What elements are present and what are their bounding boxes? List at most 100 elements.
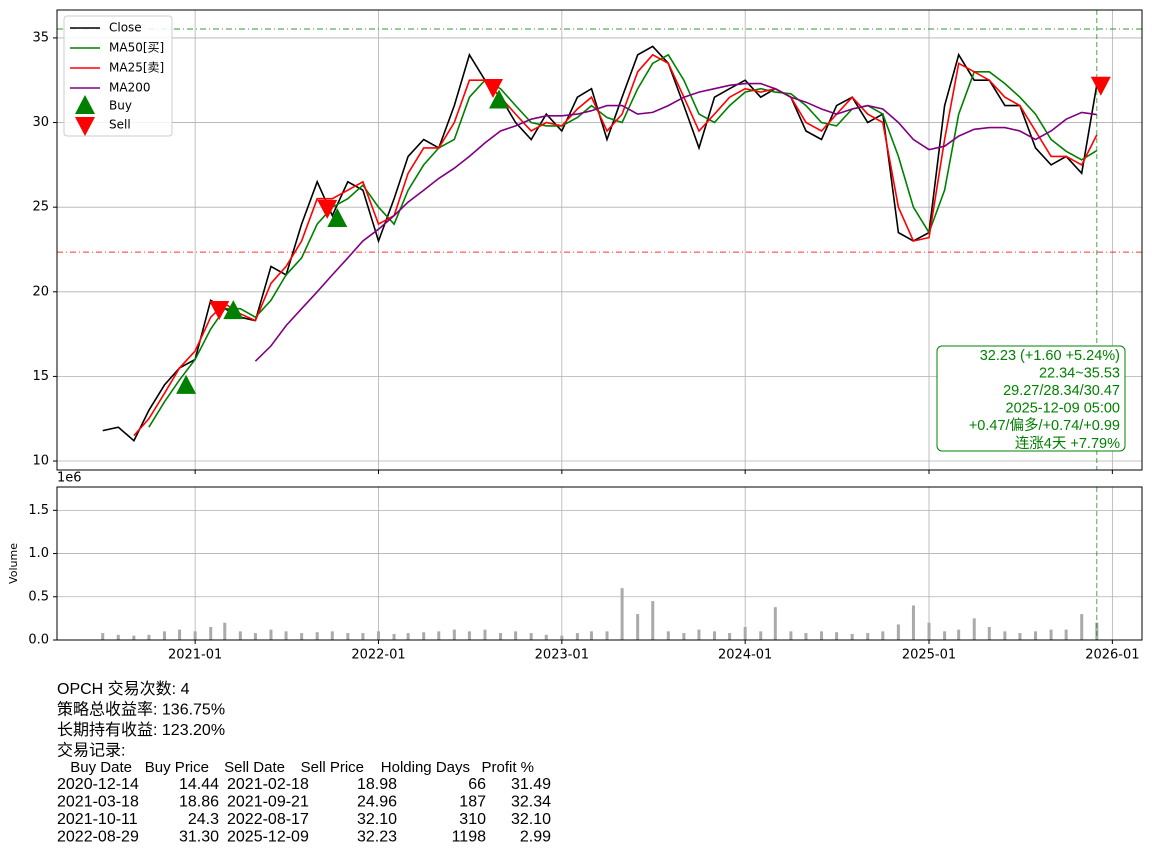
- volume-bar: [284, 631, 288, 640]
- x-tick-label: 2026-01: [1085, 648, 1139, 663]
- volume-bar: [943, 631, 947, 640]
- volume-bar: [544, 634, 548, 640]
- volume-bar: [666, 631, 670, 640]
- table-cell: 31.30: [179, 829, 219, 846]
- sell-marker: [209, 301, 230, 321]
- series-line: [148, 53, 1098, 428]
- buy-marker: [327, 208, 348, 228]
- table-cell: 2.99: [520, 829, 551, 846]
- volume-bar: [101, 633, 105, 640]
- offset-label: 1e6: [57, 471, 82, 486]
- x-tick-label: 2024-01: [718, 648, 772, 663]
- volume-bar: [1034, 631, 1038, 640]
- table-header: Profit %: [481, 759, 534, 776]
- volume-bar: [589, 631, 593, 640]
- y-axis-label: Volume: [7, 543, 20, 584]
- volume-bar: [713, 631, 717, 640]
- table-header: Sell Date: [224, 759, 285, 776]
- volume-bar: [452, 629, 456, 640]
- table-cell: 1198: [452, 829, 487, 846]
- legend-box: [63, 15, 173, 137]
- volume-bar: [330, 631, 334, 640]
- volume-bar: [514, 631, 518, 640]
- legend-swatch: [75, 117, 95, 136]
- table-cell: 2021-03-18: [57, 794, 139, 811]
- table-cell: 14.44: [179, 776, 219, 793]
- volume-bar: [193, 631, 197, 640]
- volume-bar: [483, 629, 487, 640]
- volume-bar: [651, 601, 655, 640]
- buy-marker: [489, 89, 510, 109]
- volume-bar: [866, 633, 870, 640]
- volume-bar: [392, 633, 396, 640]
- table-header: Holding Days: [381, 759, 470, 776]
- volume-bar: [300, 633, 304, 640]
- legend-label: MA200: [109, 81, 150, 95]
- volume-bar: [1064, 629, 1068, 640]
- table-cell: 24.3: [188, 811, 219, 828]
- volume-bar: [804, 633, 808, 640]
- table-cell: 2022-08-17: [227, 811, 309, 828]
- volume-bar: [789, 631, 793, 640]
- volume-bar: [499, 633, 503, 640]
- table-cell: 32.10: [511, 811, 551, 828]
- table-cell: 2025-12-09: [227, 829, 309, 846]
- volume-bar: [605, 631, 609, 640]
- volume-bar: [743, 627, 747, 640]
- legend-label: MA50[买]: [109, 41, 164, 55]
- volume-bar: [376, 631, 380, 640]
- y-tick-label: 30: [32, 115, 49, 130]
- volume-bar: [162, 631, 166, 640]
- volume-bar: [1018, 633, 1022, 640]
- volume-bar: [238, 631, 242, 640]
- summary-line: 长期持有收益: 123.20%: [57, 721, 225, 739]
- x-tick-label: 2022-01: [351, 648, 405, 663]
- y-tick-label: 0.5: [28, 589, 49, 604]
- volume-bar: [697, 629, 701, 640]
- y-tick-label: 1.0: [28, 546, 49, 561]
- annotation-line: 29.27/28.34/30.47: [1003, 383, 1120, 399]
- volume-bar: [223, 622, 227, 640]
- legend-label: Close: [109, 21, 142, 35]
- table-header: Sell Price: [301, 759, 364, 776]
- volume-bar: [406, 633, 410, 640]
- volume-bar: [560, 635, 564, 640]
- table-header: Buy Price: [145, 759, 209, 776]
- table-header: Buy Date: [70, 759, 132, 776]
- volume-bar: [911, 605, 915, 640]
- summary-line: OPCH 交易次数: 4: [57, 680, 190, 698]
- y-tick-label: 20: [32, 284, 49, 299]
- annotation-line: 32.23 (+1.60 +5.24%): [980, 348, 1120, 364]
- volume-bar: [315, 632, 319, 640]
- volume-bar: [773, 607, 777, 640]
- table-cell: 2020-12-14: [57, 776, 139, 793]
- sell-marker: [483, 79, 504, 99]
- table-cell: 2021-10-11: [57, 811, 138, 828]
- volume-bar: [987, 627, 991, 640]
- volume-bar: [972, 618, 976, 640]
- annotation-line: 2025-12-09 05:00: [1006, 401, 1121, 417]
- volume-bar: [728, 633, 732, 640]
- volume-bar: [437, 631, 441, 640]
- volume-bar: [269, 629, 273, 640]
- volume-bar: [820, 631, 824, 640]
- series-line: [133, 53, 1098, 437]
- table-cell: 66: [468, 776, 486, 793]
- y-tick-label: 1.5: [28, 503, 49, 518]
- volume-bar: [132, 635, 136, 640]
- annotation-line: 连涨4天 +7.79%: [1015, 435, 1120, 452]
- x-tick-label: 2023-01: [535, 648, 589, 663]
- legend-swatch: [75, 95, 95, 114]
- y-tick-label: 35: [32, 30, 49, 45]
- table-cell: 32.23: [357, 829, 397, 846]
- sell-marker: [1090, 76, 1111, 96]
- series-line: [254, 82, 1097, 362]
- y-tick-label: 25: [32, 200, 49, 215]
- volume-bar: [620, 588, 624, 640]
- volume-bar: [1049, 629, 1053, 640]
- annotation-box: [936, 345, 1126, 452]
- plot-frame: [56, 9, 1143, 471]
- buy-marker: [176, 374, 197, 394]
